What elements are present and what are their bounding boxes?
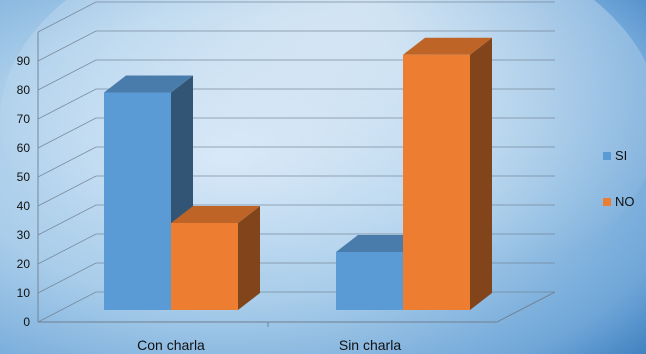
y-tick-label-90: 90	[17, 54, 31, 68]
bar-no-0	[171, 206, 260, 310]
gridline-40	[37, 175, 555, 207]
legend-label: SI	[615, 148, 627, 163]
bar-front	[403, 54, 470, 310]
gridline-60	[37, 117, 555, 149]
bar-side	[238, 206, 260, 310]
gridline-20	[37, 233, 555, 265]
y-tick-labels: 0 10 20 30 40 50 60 70 80 90	[17, 54, 31, 329]
legend: SI NO	[603, 148, 635, 209]
gridline-80	[37, 59, 555, 91]
y-tick-label-50: 50	[17, 170, 31, 184]
bar-front	[104, 92, 171, 310]
y-tick-label-70: 70	[17, 112, 31, 126]
x-tick-label-1: Sin charla	[339, 337, 401, 353]
y-tick-label-0: 0	[23, 315, 30, 329]
legend-entry-si: SI	[603, 148, 627, 163]
bar-top	[336, 235, 425, 252]
bar-side	[470, 37, 492, 311]
bar-top	[104, 75, 193, 93]
y-tick-label-80: 80	[17, 83, 31, 97]
bars	[104, 37, 492, 311]
y-tick-label-40: 40	[17, 199, 31, 213]
y-tick-label-60: 60	[17, 141, 31, 155]
gridline-50	[37, 146, 555, 178]
bar-front	[171, 223, 238, 310]
gridline-70	[37, 88, 555, 120]
x-tick-label-0: Con charla	[137, 337, 205, 353]
gridline-30	[37, 204, 555, 236]
legend-swatch	[603, 198, 611, 206]
x-axis-floor	[38, 291, 556, 323]
bar-front	[336, 252, 403, 310]
legend-swatch	[603, 152, 611, 160]
axes	[37, 32, 556, 327]
gridline-90	[37, 30, 555, 62]
bar-top	[403, 37, 492, 55]
y-tick-label-30: 30	[17, 228, 31, 242]
x-tick-labels: Con charla Sin charla	[137, 337, 401, 353]
legend-label: NO	[615, 194, 635, 209]
y-tick-label-10: 10	[17, 286, 31, 300]
gridline-100	[37, 1, 555, 33]
bar-top	[171, 206, 260, 223]
y-tick-label-20: 20	[17, 257, 31, 271]
legend-entry-no: NO	[603, 194, 635, 209]
bar-no-1	[403, 37, 492, 311]
